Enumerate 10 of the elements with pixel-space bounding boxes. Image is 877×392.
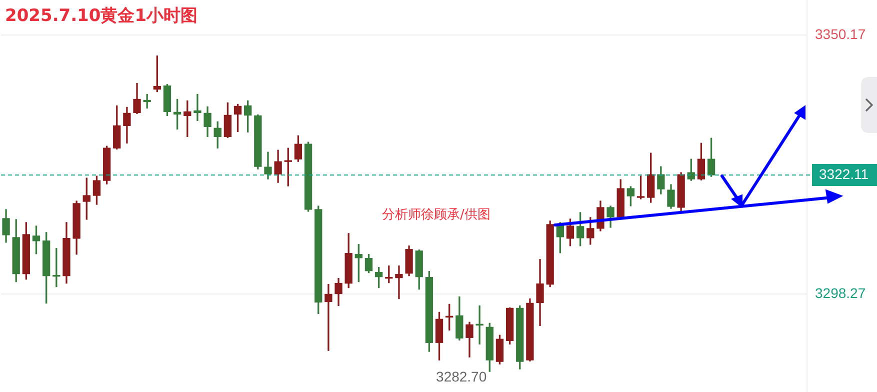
chart-title: 2025.7.10黄金1小时图 xyxy=(5,6,198,26)
y-tick-label: 3298.27 xyxy=(815,284,866,301)
annotation: 分析师徐顾承/供图 xyxy=(382,207,490,222)
annotation: 3282.70 xyxy=(436,368,487,384)
candlestick xyxy=(476,305,484,344)
candlestick xyxy=(324,284,332,351)
candlestick xyxy=(395,265,403,300)
ref-line-label: 3322.11 xyxy=(819,166,869,182)
y-tick-label: 3350.17 xyxy=(815,26,866,42)
candlestick xyxy=(194,94,202,122)
